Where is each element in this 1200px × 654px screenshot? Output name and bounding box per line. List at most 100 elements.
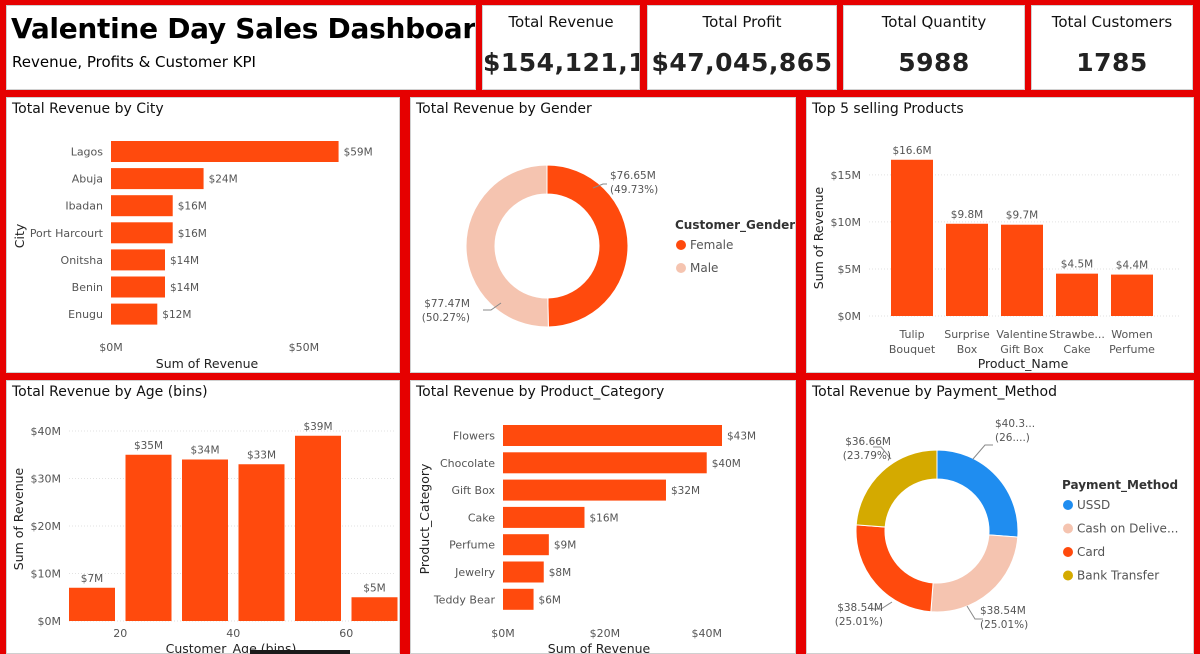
y-tick-label: $5M (838, 263, 862, 276)
bar-flowers (503, 425, 722, 446)
data-label: $9M (554, 540, 576, 552)
bar-benin (111, 276, 165, 298)
y-tick-label: $20M (31, 520, 62, 533)
bar (1056, 273, 1098, 316)
data-label: $39M (303, 421, 332, 433)
data-label: $9.7M (1006, 210, 1038, 222)
slice-value-label: $38.54M (980, 605, 1026, 617)
bar-port-harcourt (111, 222, 173, 244)
data-label: $16.6M (892, 145, 931, 157)
category-label: Box (957, 343, 978, 356)
x-axis-label: Product_Name (978, 356, 1069, 371)
panel-revenue-by-payment[interactable]: Total Revenue by Payment_Method $40.3...… (806, 380, 1194, 654)
kpi-title: Total Quantity (881, 13, 987, 31)
legend-label: Bank Transfer (1077, 569, 1159, 583)
category-label: Abuja (72, 173, 103, 186)
panel-title: Top 5 selling Products (812, 101, 964, 117)
bar-jewelry (503, 561, 544, 583)
kpi-title: Total Customers (1051, 13, 1173, 31)
kpi-card-profit[interactable]: Total Profit $47,045,865 (647, 5, 837, 90)
slice-percent-label: (25.01%) (980, 619, 1028, 631)
bar-chocolate (503, 452, 707, 474)
bar-teddy-bear (503, 588, 534, 610)
bar (1111, 274, 1153, 316)
data-label: $43M (727, 431, 756, 443)
x-tick-label: $20M (590, 627, 621, 640)
slice-card (855, 524, 934, 613)
y-tick-label: $0M (838, 310, 862, 323)
panel-title: Total Revenue by Product_Category (416, 384, 665, 400)
bar-abuja (111, 168, 204, 190)
y-axis-label: Sum of Revenue (11, 467, 26, 570)
panel-title: Total Revenue by City (12, 101, 164, 117)
legend-marker (1063, 547, 1073, 557)
category-label: Strawbe... (1049, 328, 1105, 341)
bar (182, 459, 228, 621)
data-label: $24M (209, 174, 238, 186)
data-label: $8M (549, 567, 571, 579)
legend-label: USSD (1077, 498, 1110, 512)
panel-top-products[interactable]: Top 5 selling Products $0M $5M $10M $15M $16… (806, 97, 1194, 373)
leader-line (592, 183, 607, 189)
slice-percent-label: (26....) (995, 432, 1030, 444)
category-label: Women (1111, 328, 1152, 341)
bar-onitsha (111, 249, 165, 271)
data-label: $33M (247, 449, 276, 461)
kpi-card-revenue[interactable]: Total Revenue $154,121,1... (482, 5, 640, 90)
category-label: Enugu (68, 308, 103, 321)
legend-title: Customer_Gender (675, 218, 795, 233)
category-label: Lagos (71, 146, 104, 159)
x-tick-label: $0M (99, 341, 123, 354)
bar-perfume (503, 534, 549, 556)
category-label: Perfume (1109, 343, 1155, 356)
category-label: Ibadan (65, 200, 103, 213)
bar (238, 464, 285, 621)
x-tick-label: $40M (691, 627, 722, 640)
y-tick-label: $40M (31, 425, 62, 438)
panel-revenue-by-category[interactable]: Total Revenue by Product_Category Flower… (410, 380, 796, 654)
data-label: $14M (170, 282, 199, 294)
category-label: Port Harcourt (30, 227, 104, 240)
page-tab-indicator (250, 650, 350, 654)
slice-percent-label: (50.27%) (422, 312, 470, 324)
bar-gift-box (503, 479, 666, 501)
data-label: $35M (134, 440, 163, 452)
category-label: Perfume (449, 539, 495, 552)
slice-female (546, 164, 629, 328)
slice-percent-label: (49.73%) (610, 184, 658, 196)
leader-line (483, 302, 502, 311)
category-label: Teddy Bear (433, 593, 496, 606)
panel-revenue-by-city[interactable]: Total Revenue by City Lagos $59M Abuja $24M… (6, 97, 400, 373)
data-label: $16M (589, 512, 618, 524)
data-label: $59M (344, 147, 373, 159)
category-label: Gift Box (451, 484, 495, 497)
category-label: Cake (1063, 343, 1090, 356)
slice-cash-on-delive- (930, 534, 1019, 613)
slice-percent-label: (23.79%) (843, 450, 891, 462)
dashboard-subtitle: Revenue, Profits & Customer KPI (12, 53, 256, 71)
kpi-value: $47,045,865 (651, 48, 833, 77)
category-label: Bouquet (889, 343, 936, 356)
data-label: $12M (162, 309, 191, 321)
data-label: $5M (363, 582, 385, 594)
panel-revenue-by-age[interactable]: Total Revenue by Age (bins) $0M $10M $20M $… (6, 380, 400, 654)
y-tick-label: $0M (38, 615, 62, 628)
bar (946, 223, 988, 316)
kpi-title: Total Profit (702, 13, 782, 31)
legend-label: Male (690, 261, 718, 275)
bar-ibadan (111, 195, 173, 217)
products-bar-chart: $0M $5M $10M $15M $16.6M Tulip Bouquet $9.8M Sur… (811, 145, 1179, 371)
x-tick-label: 20 (113, 627, 127, 640)
kpi-card-customers[interactable]: Total Customers 1785 (1031, 5, 1193, 90)
category-label: Onitsha (61, 254, 103, 267)
y-tick-label: $30M (31, 473, 62, 486)
panel-title: Total Revenue by Age (bins) (12, 384, 208, 400)
panel-revenue-by-gender[interactable]: Total Revenue by Gender $76.65M (49.73%) $… (410, 97, 796, 373)
y-tick-label: $15M (831, 169, 862, 182)
leader-line (873, 446, 892, 460)
slice-male (465, 164, 549, 328)
x-axis-label: Sum of Revenue (156, 356, 259, 371)
legend-label: Female (690, 238, 733, 252)
kpi-card-quantity[interactable]: Total Quantity 5988 (843, 5, 1025, 90)
legend-label: Cash on Delive... (1077, 522, 1178, 536)
